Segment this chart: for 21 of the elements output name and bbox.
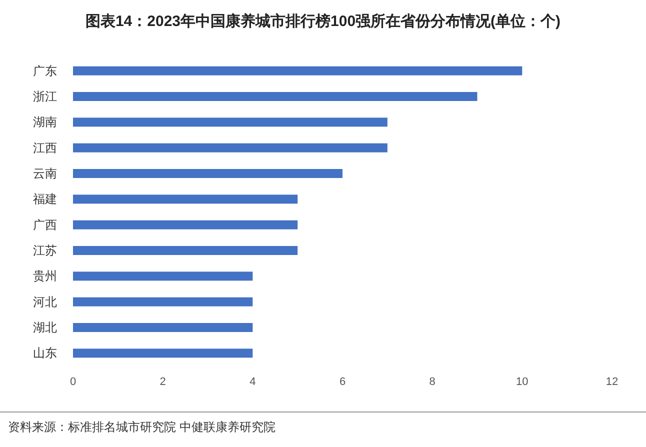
x-tick-label: 0: [70, 376, 76, 388]
x-tick-label: 6: [339, 376, 346, 388]
y-tick-label: 广西: [33, 218, 57, 232]
x-tick-label: 2: [160, 376, 166, 388]
y-tick-label: 河北: [33, 294, 57, 309]
y-tick-label: 山东: [33, 346, 57, 360]
y-tick-label: 福建: [33, 192, 57, 206]
text: 资料来源：标准排名城市研究院 中健联康养研究院: [8, 420, 276, 434]
y-tick-label: 贵州: [33, 269, 57, 284]
y-tick-label: 湖北: [33, 320, 57, 334]
y-tick-label: 湖南: [33, 115, 57, 130]
y-tick-label: 江苏: [33, 244, 57, 258]
x-tick-label: 12: [606, 376, 618, 388]
y-tick-label: 江西: [33, 140, 57, 155]
y-tick-label: 浙江: [33, 90, 57, 104]
x-tick-label: 4: [250, 376, 256, 388]
x-tick-label: 10: [516, 376, 528, 388]
y-tick-label: 云南: [33, 166, 57, 180]
chart-title: 图表14：2023年中国康养城市排行榜100强所在省份分布情况(单位：个): [85, 12, 561, 30]
x-tick-label: 8: [429, 376, 436, 388]
y-tick-label: 广东: [33, 64, 57, 78]
